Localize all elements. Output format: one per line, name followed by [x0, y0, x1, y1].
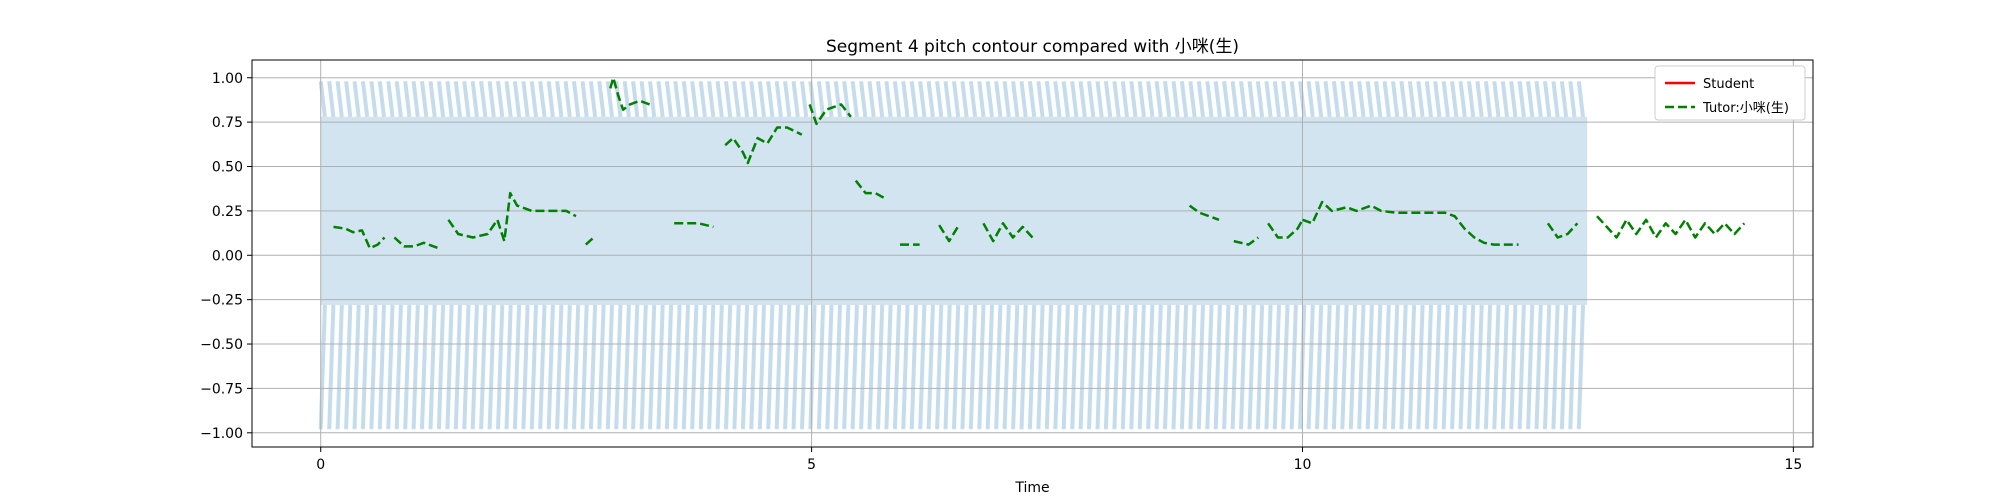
series-line-1 — [724, 126, 803, 165]
y-tick-label: −0.75 — [200, 381, 243, 397]
y-tick-label: −1.00 — [200, 426, 243, 442]
y-tick-label: −0.50 — [200, 337, 243, 353]
legend-label-0: Student — [1703, 77, 1754, 92]
series-line-1 — [584, 236, 595, 246]
series-line-1 — [854, 179, 886, 200]
series-line-1 — [938, 224, 960, 243]
y-tick-label: 1.00 — [212, 71, 243, 87]
gridlines — [252, 60, 1813, 447]
y-tick-label: 0.50 — [212, 160, 243, 176]
series-lines — [333, 76, 1746, 250]
series-line-1 — [1596, 215, 1746, 239]
y-tick-label: 0.75 — [212, 115, 243, 131]
series-line-1 — [333, 225, 386, 250]
x-tick-label: 10 — [1294, 457, 1312, 473]
series-line-1 — [447, 191, 577, 243]
x-tick-label: 15 — [1784, 457, 1802, 473]
axis-ticks: 0 5 10 15 1.00 0.75 0.50 0.25 0.00 −0.25 −0.50 −0.7… — [200, 71, 1802, 473]
x-axis-label: Time — [1014, 480, 1049, 496]
series-line-1 — [1546, 222, 1579, 239]
series-line-1 — [1188, 204, 1220, 221]
series-line-1 — [808, 103, 852, 126]
series-line-1 — [1302, 200, 1519, 246]
series-line-1 — [674, 222, 714, 229]
y-tick-label: 0.25 — [212, 204, 243, 220]
series-line-1 — [1267, 219, 1304, 239]
series-line-1 — [1233, 236, 1260, 246]
x-tick-label: 5 — [807, 457, 816, 473]
x-tick-label: 0 — [316, 457, 325, 473]
series-line-1 — [393, 236, 439, 250]
legend: Student Tutor:小咪(生) — [1654, 65, 1806, 121]
plot-frame — [251, 59, 1814, 448]
legend-label-1: Tutor:小咪(生) — [1702, 101, 1789, 116]
series-line-1 — [982, 222, 1034, 243]
chart-title: Segment 4 pitch contour compared with 小咪… — [826, 37, 1239, 57]
series-line-1 — [609, 76, 651, 111]
y-tick-label: −0.25 — [200, 293, 243, 309]
y-tick-label: 0.00 — [212, 248, 243, 264]
